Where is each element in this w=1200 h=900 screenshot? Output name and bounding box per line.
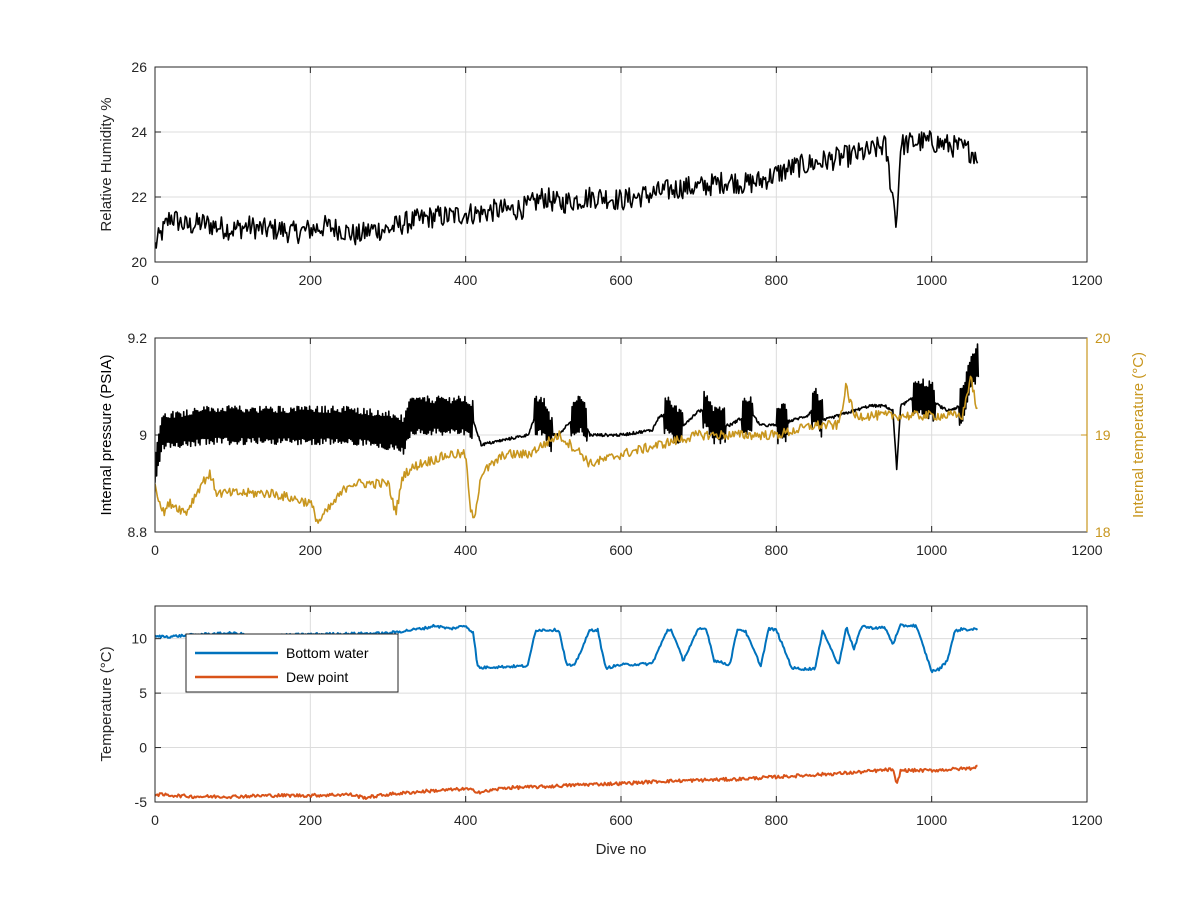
- humidity-panel: 0 200 400 600 800 1000 1200 20 22 24 26 Relative Hu…: [98, 59, 1103, 288]
- series-line-dew-point: [155, 764, 978, 800]
- y-tick-label: 0: [139, 740, 147, 756]
- legend-label: Dew point: [286, 669, 348, 685]
- x-tick-label: 1200: [1071, 272, 1102, 288]
- y-tick-label: 9.2: [128, 330, 148, 346]
- x-tick-label: 0: [151, 812, 159, 828]
- x-tick-label: 400: [454, 272, 478, 288]
- x-tick-label: 400: [454, 542, 478, 558]
- x-tick-label: 200: [299, 272, 323, 288]
- legend-label: Bottom water: [286, 645, 369, 661]
- y-tick-label: 26: [131, 59, 147, 75]
- plot-frame: [154, 605, 1088, 803]
- x-tick-label: 1000: [916, 272, 947, 288]
- x-tick-label: 0: [151, 272, 159, 288]
- x-axis-label: Dive no: [596, 841, 647, 858]
- series-group: [155, 130, 979, 249]
- x-tick-label: 1200: [1071, 542, 1102, 558]
- y2-tick-label: 20: [1095, 330, 1111, 346]
- x-tick-label: 1000: [916, 812, 947, 828]
- x-tick-label: 0: [151, 542, 159, 558]
- x-tick-label: 600: [609, 542, 633, 558]
- x-tick-label: 1200: [1071, 812, 1102, 828]
- legend-box: [185, 633, 399, 693]
- x-tick-label: 800: [765, 812, 789, 828]
- y-tick-label: 10: [131, 631, 147, 647]
- x-tick-label: 200: [299, 812, 323, 828]
- series-group: [155, 343, 980, 524]
- series-line-1-1: [155, 375, 978, 524]
- x-tick-label: 200: [299, 542, 323, 558]
- plot-frame: [154, 66, 1088, 263]
- y2-tick-label: 19: [1095, 427, 1111, 443]
- y2-tick-label: 18: [1095, 524, 1111, 540]
- y-tick-label: 20: [131, 254, 147, 270]
- y-axis-label: Internal pressure (PSIA): [98, 355, 115, 516]
- pressure-temperature-panel: 0 200 400 600 800 1000 1200 8.8 9 9.2 18 19 20 Intern…: [98, 330, 1147, 558]
- y-axis-label: Temperature (°C): [98, 646, 115, 761]
- y-axis-label: Relative Humidity %: [98, 97, 115, 231]
- x-tick-label: 800: [765, 542, 789, 558]
- y-tick-label: 9: [139, 427, 147, 443]
- x-tick-label: 800: [765, 272, 789, 288]
- y-tick-label: -5: [135, 794, 148, 810]
- y2-axis-label: Internal temperature (°C): [1130, 352, 1147, 518]
- series-line-0-0: [155, 130, 979, 249]
- y-tick-label: 5: [139, 685, 147, 701]
- y-tick-label: 8.8: [128, 524, 148, 540]
- legend: Bottom water Dew point: [185, 633, 399, 693]
- x-tick-label: 600: [609, 272, 633, 288]
- x-tick-label: 1000: [916, 542, 947, 558]
- y-tick-label: 24: [131, 124, 147, 140]
- x-tick-label: 400: [454, 812, 478, 828]
- y-tick-label: 22: [131, 189, 147, 205]
- x-tick-label: 600: [609, 812, 633, 828]
